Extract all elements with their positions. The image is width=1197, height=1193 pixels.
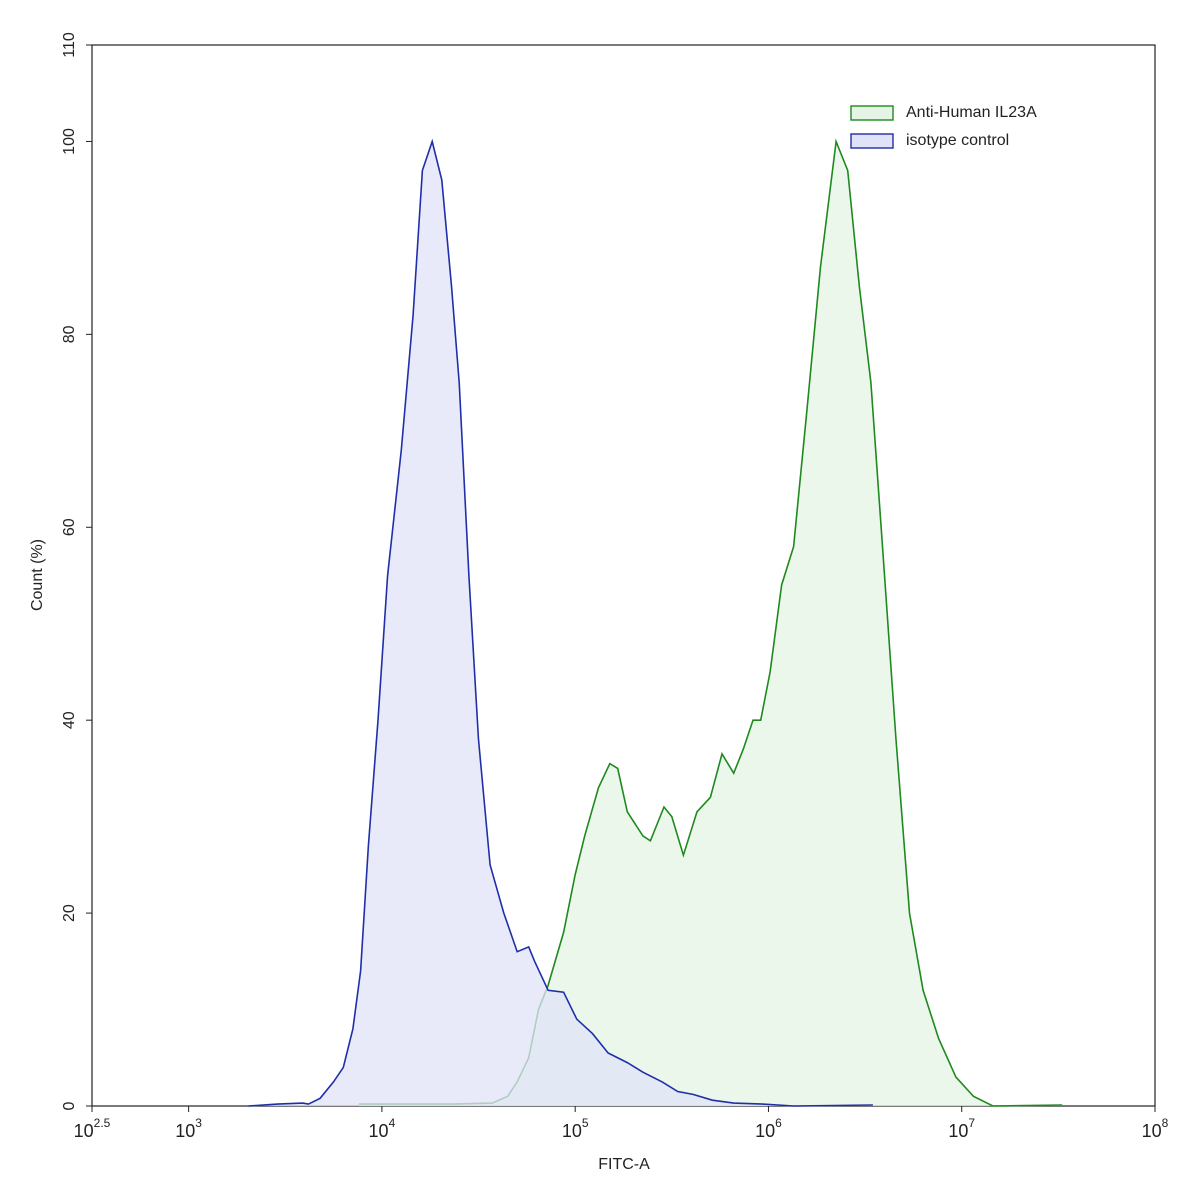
y-tick-label: 60 xyxy=(61,518,78,536)
x-tick-label: 103 xyxy=(175,1116,202,1141)
legend-swatch xyxy=(850,105,894,121)
area-fill xyxy=(248,141,873,1106)
tick-exponent: 8 xyxy=(1162,1116,1169,1130)
y-tick-label: 80 xyxy=(61,325,78,343)
tick-exponent: 3 xyxy=(195,1116,202,1130)
tick-exponent: 7 xyxy=(968,1116,975,1130)
tick-base: 10 xyxy=(369,1121,389,1141)
x-tick-label: 102.5 xyxy=(74,1116,111,1141)
tick-base: 10 xyxy=(175,1121,195,1141)
tick-exponent: 6 xyxy=(775,1116,782,1130)
tick-base: 10 xyxy=(755,1121,775,1141)
x-tick-label: 107 xyxy=(948,1116,975,1141)
y-tick-label: 20 xyxy=(61,904,78,922)
y-tick-label: 40 xyxy=(61,711,78,729)
tick-base: 10 xyxy=(562,1121,582,1141)
legend-swatch xyxy=(850,133,894,149)
tick-base: 10 xyxy=(948,1121,968,1141)
y-axis-label: Count (%) xyxy=(29,539,46,611)
x-tick-label: 108 xyxy=(1142,1116,1169,1141)
x-tick-label: 105 xyxy=(562,1116,589,1141)
tick-base: 10 xyxy=(1142,1121,1162,1141)
x-axis-label: FITC-A xyxy=(598,1156,650,1173)
x-tick-label: 104 xyxy=(369,1116,396,1141)
tick-exponent: 4 xyxy=(389,1116,396,1130)
tick-exponent: 5 xyxy=(582,1116,589,1130)
y-tick-label: 110 xyxy=(61,32,78,58)
legend-label: isotype control xyxy=(906,132,1009,149)
area-fill xyxy=(358,141,1063,1106)
y-tick-label: 100 xyxy=(61,128,78,155)
tick-exponent: 2.5 xyxy=(94,1116,111,1130)
y-tick-label: 0 xyxy=(61,1101,78,1110)
tick-base: 10 xyxy=(74,1121,94,1141)
series-line xyxy=(248,138,873,1107)
x-tick-label: 106 xyxy=(755,1116,782,1141)
legend-label: Anti-Human IL23A xyxy=(906,104,1037,121)
